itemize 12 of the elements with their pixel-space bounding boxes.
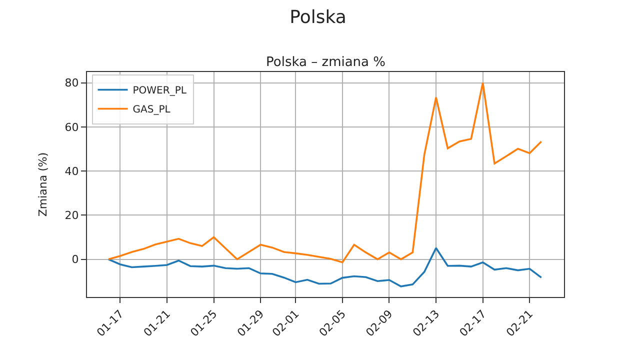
y-tick-label: 0	[72, 253, 79, 266]
y-tick-label: 60	[64, 120, 79, 134]
chart-subtitle: Polska – zmiana %	[266, 55, 386, 70]
line-series	[108, 82, 542, 264]
y-tick-label: 40	[64, 164, 79, 178]
legend-label: GAS_PL	[132, 104, 171, 116]
y-axis-title: Zmiana (%)	[36, 152, 50, 217]
line-series	[108, 247, 542, 288]
chart-title: Polska	[290, 7, 346, 28]
y-tick-label: 80	[64, 76, 79, 90]
legend-label: POWER_PL	[132, 86, 187, 97]
y-tick-label: 20	[64, 209, 79, 222]
